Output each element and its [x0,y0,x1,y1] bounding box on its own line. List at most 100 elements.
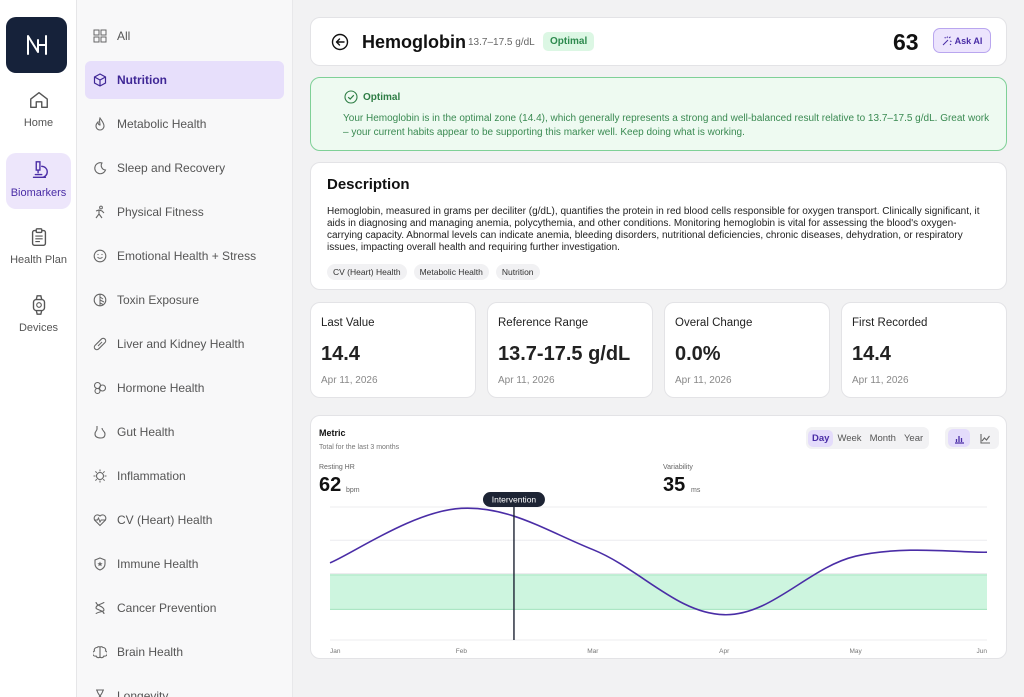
nav-item-label: Home [23,117,54,129]
toxin-icon [93,293,107,307]
category-label: CV (Heart) Health [117,513,213,527]
tag[interactable]: Metabolic Health [413,264,489,280]
bar-view-button[interactable] [948,429,970,447]
category-label: Gut Health [117,425,175,439]
smile-icon [93,249,107,263]
range-day[interactable]: Day [808,429,834,447]
hourglass-icon [96,689,104,697]
clipboard-icon [31,228,46,246]
stat-card-reference-range: Reference Range 13.7-17.5 g/dL Apr 11, 2… [487,302,653,398]
x-tick-label: Mar [587,648,599,655]
category-label: Sleep and Recovery [117,161,226,175]
tag[interactable]: Nutrition [495,264,540,280]
chart-subtitle: Total for the last 3 months [319,444,400,451]
hormone-icon [93,381,107,395]
dna-icon [95,601,105,615]
nav-item-health-plan[interactable]: Health Plan [6,226,71,276]
category-item-inflammation[interactable]: Inflammation [85,457,284,495]
stat-date: Apr 11, 2026 [321,375,378,386]
category-item-emotional[interactable]: Emotional Health + Stress [85,237,284,275]
line-view-button[interactable] [974,429,996,447]
heartbeat-icon [93,514,107,527]
category-label: Toxin Exposure [117,293,200,307]
category-item-sleep[interactable]: Sleep and Recovery [85,149,284,187]
category-label: Brain Health [117,645,184,659]
stat-label: Reference Range [498,317,589,329]
stat-label: First Recorded [852,317,928,329]
category-item-longevity[interactable]: Longevity [85,677,284,697]
brain-icon [93,646,107,659]
nav-item-label: Health Plan [10,254,67,266]
chart-view-toggle [945,427,999,449]
category-item-nutrition[interactable]: Nutrition [85,61,284,99]
category-item-hormone[interactable]: Hormone Health [85,369,284,407]
stat-label: Overal Change [675,317,753,329]
check-circle-icon [344,90,358,104]
description-text: Hemoglobin, measured in grams per decili… [327,206,980,253]
watch-icon [32,295,45,315]
category-label: Longevity [117,689,169,697]
range-month[interactable]: Month [869,432,896,444]
category-label: Physical Fitness [117,205,204,219]
chart-title: Metric [319,428,346,438]
optimal-band [330,574,987,610]
category-label: Nutrition [117,73,167,87]
figure-icon [95,205,105,219]
range-week[interactable]: Week [837,432,862,444]
nav-item-home[interactable]: Home [6,89,71,139]
stat-label: Last Value [321,317,375,329]
nutrition-icon [93,73,107,87]
metric-value: 62 [319,474,342,496]
flame-icon [95,117,105,131]
biomarker-header: Hemoglobin 13.7–17.5 g/dL Optimal 63 Ask… [310,17,1007,66]
range-year[interactable]: Year [903,432,924,444]
category-item-fitness[interactable]: Physical Fitness [85,193,284,231]
stat-date: Apr 11, 2026 [852,375,909,386]
nav-item-biomarkers[interactable]: Biomarkers [6,153,71,209]
status-title: Optimal [363,92,401,103]
x-tick-label: May [849,648,862,655]
status-badge: Optimal [543,32,595,51]
category-item-immune[interactable]: Immune Health [85,545,284,583]
series-line [329,507,988,616]
metric-unit: bpm [346,487,360,494]
bar-chart-icon [954,435,964,444]
x-tick-label: Jan [330,648,341,655]
metric-chart-card: Intervention Jan Feb Mar Apr May Jun Metric To… [310,415,1007,659]
category-item-gut[interactable]: Gut Health [85,413,284,451]
nav-item-devices[interactable]: Devices [6,294,71,344]
metric-label: Resting HR [319,464,355,471]
ask-ai-button[interactable]: Ask AI [933,28,991,53]
category-item-toxin[interactable]: Toxin Exposure [85,281,284,319]
logo-mark-icon [26,35,47,55]
nav-item-label: Biomarkers [10,187,67,199]
intervention-marker-label: Intervention [492,495,537,505]
description-title: Description [327,176,410,193]
back-arrow-icon[interactable] [331,33,349,51]
app-logo[interactable] [6,17,67,73]
line-chart-icon [979,433,990,444]
status-text: Your Hemoglobin is in the optimal zone (… [343,113,990,138]
category-label: Liver and Kidney Health [117,337,245,351]
x-tick-label: Jun [977,648,988,655]
metric-value: 35 [663,474,686,496]
biomarker-score: 63 [893,29,919,55]
category-label: All [117,29,131,43]
stat-value: 13.7-17.5 g/dL [498,343,631,365]
biomarker-title: Hemoglobin [362,32,466,52]
stat-value: 0.0% [675,343,721,365]
category-item-brain[interactable]: Brain Health [85,633,284,671]
inflammation-icon [93,469,107,483]
category-item-metabolic[interactable]: Metabolic Health [85,105,284,143]
category-label: Inflammation [117,469,186,483]
category-item-cv-heart[interactable]: CV (Heart) Health [85,501,284,539]
category-item-cancer[interactable]: Cancer Prevention [85,589,284,627]
category-item-liver-kidney[interactable]: Liver and Kidney Health [85,325,284,363]
tag[interactable]: CV (Heart) Health [327,264,407,280]
line-chart: Intervention Jan Feb Mar Apr May Jun [329,492,988,655]
x-tick-label: Apr [719,648,730,655]
stat-value: 14.4 [321,343,360,365]
nav-item-label: Devices [18,322,59,334]
category-item-all[interactable]: All [85,17,284,55]
grid-icon [93,29,107,43]
